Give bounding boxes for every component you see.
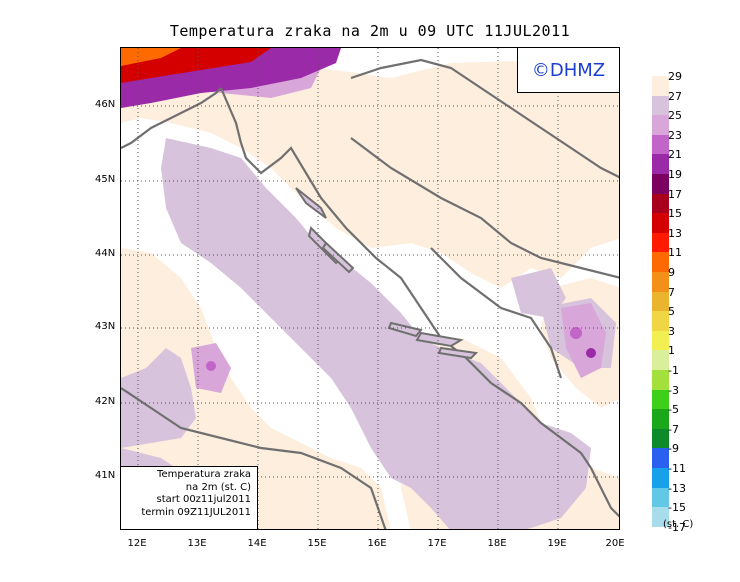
legend-swatch [652, 115, 669, 135]
lon-label-14e: 14E [247, 538, 267, 549]
legend-swatch [652, 448, 669, 468]
lon-label-17e: 17E [427, 538, 447, 549]
lat-label-44n: 44N [95, 248, 116, 259]
legend-swatch [652, 134, 669, 155]
legend-label: 19 [668, 168, 682, 181]
legend-label: 5 [668, 305, 675, 319]
info-line-3: start 00z11jul2011 [156, 494, 251, 505]
legend-swatch [652, 193, 669, 214]
legend-label: 25 [668, 109, 682, 123]
grid-lines [121, 48, 619, 529]
hot-corner-core [121, 48, 181, 66]
lat-label-42n: 42N [95, 396, 116, 407]
coastline-east [350, 58, 619, 179]
lon-label-20e: 20E [605, 538, 625, 549]
legend-label: 1 [668, 344, 675, 358]
forecast-info-box: Temperatura zraka na 2m (st. C) start 00… [121, 466, 258, 529]
hot-spot-east [561, 303, 606, 378]
info-line-4: termin 09Z11JUL2011 [141, 506, 251, 518]
lon-label-12e: 12E [127, 538, 147, 549]
legend-label: 7 [668, 285, 675, 299]
legend-label: 29 [668, 70, 682, 83]
coastline-italy [121, 87, 222, 149]
legend-label: -5 [668, 403, 679, 417]
temperature-map: ©DHMZ Temperatura zraka na 2m (st. C) st… [120, 47, 620, 530]
credit-logo: ©DHMZ [517, 48, 619, 93]
legend-swatch [652, 409, 669, 429]
peak-east-2 [586, 348, 596, 358]
legend-swatch [652, 154, 669, 174]
legend-swatch [652, 174, 669, 194]
land-area-west [121, 248, 391, 529]
legend-swatch [652, 76, 669, 96]
lat-label-45n: 45N [95, 174, 116, 185]
legend-label: 27 [668, 89, 682, 103]
legend-swatch [652, 272, 669, 292]
coastlines [121, 58, 619, 529]
legend-label: -11 [668, 462, 686, 475]
legend-label: -7 [668, 422, 679, 436]
legend-label: -15 [668, 501, 686, 515]
legend-label: 11 [668, 246, 682, 260]
legend-swatch [652, 350, 669, 370]
legend-swatch [652, 428, 669, 449]
lat-label-46n: 46N [95, 99, 116, 110]
island-1 [295, 187, 327, 219]
lon-label-13e: 13E [187, 538, 207, 549]
lat-label-43n: 43N [95, 321, 116, 332]
legend-label: 21 [668, 148, 682, 162]
map-title: Temperatura zraka na 2m u 09 UTC 11JUL20… [169, 22, 571, 40]
legend-swatch [652, 389, 669, 410]
west-warm-blob [121, 348, 196, 448]
legend-label: 9 [668, 266, 675, 279]
east-warm-blob [511, 268, 566, 318]
lon-label-19e: 19E [547, 538, 567, 549]
info-line-2: na 2m (st. C) [185, 481, 251, 493]
adriatic-warm [161, 138, 591, 529]
coastline-south [121, 387, 387, 529]
lat-label-41n: 41N [95, 470, 116, 481]
legend-label: 17 [668, 187, 682, 201]
legend-unit: (st. C) [663, 519, 694, 530]
legend-swatch [652, 252, 669, 272]
legend-swatch [652, 507, 669, 527]
hot-corner [121, 48, 341, 108]
info-line-1: Temperatura zraka [157, 469, 251, 480]
border-inland2 [430, 247, 563, 379]
coastline-albania [590, 467, 619, 518]
legend-label: -3 [668, 383, 679, 397]
map-canvas [121, 48, 619, 529]
island-3 [321, 241, 355, 274]
peak-west [206, 361, 216, 371]
lon-label-18e: 18E [487, 538, 507, 549]
islands [295, 187, 479, 360]
legend-label: 15 [668, 207, 682, 221]
island-4 [387, 321, 423, 338]
peak-east-1 [570, 327, 582, 339]
lon-label-15e: 15E [307, 538, 327, 549]
legend-label: -17 [668, 520, 686, 534]
legend-label: 3 [668, 324, 675, 338]
border-inland [350, 137, 619, 279]
legend-swatch [652, 487, 669, 508]
legend-swatch [652, 370, 669, 390]
lon-label-16e: 16E [367, 538, 387, 549]
legend-label: 13 [668, 226, 682, 240]
legend-label: -9 [668, 442, 679, 456]
legend-label: -1 [668, 364, 679, 377]
coastline-istria [219, 87, 592, 469]
legend-swatch [652, 330, 669, 351]
legend-label: 23 [668, 128, 682, 142]
legend-swatch [652, 468, 669, 488]
legend-swatch [652, 311, 669, 331]
legend-swatch [652, 291, 669, 312]
legend-swatch [652, 213, 669, 233]
island-6 [437, 346, 479, 360]
legend-swatch [652, 95, 669, 116]
legend-label: -13 [668, 481, 686, 495]
island-5 [415, 331, 464, 348]
legend-swatch [652, 232, 669, 253]
